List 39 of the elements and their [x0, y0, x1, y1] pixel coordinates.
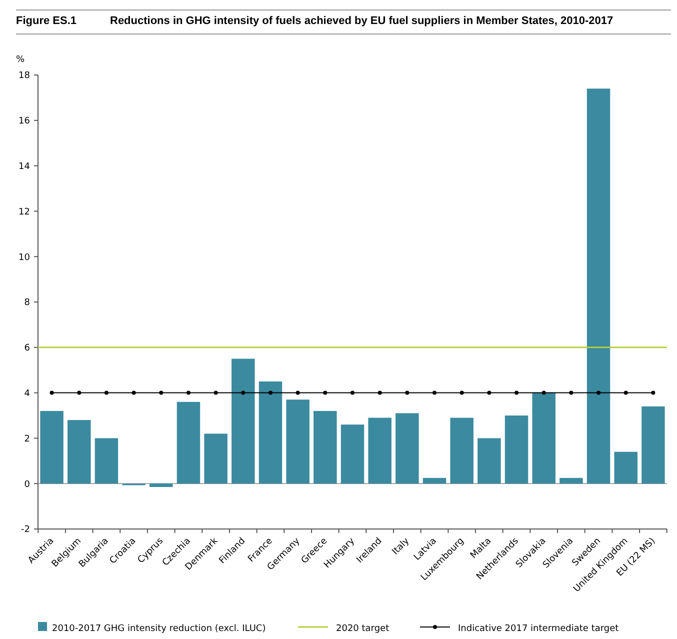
y-tick-label: 16	[18, 116, 30, 127]
bar	[176, 402, 200, 484]
bar	[368, 418, 392, 484]
bar	[286, 400, 310, 484]
y-tick-label: 8	[24, 298, 30, 308]
bar	[422, 478, 446, 484]
legend-label: 2010-2017 GHG intensity reduction (excl. ILUC)	[52, 624, 266, 634]
bar	[314, 410, 337, 484]
y-tick-label: 0	[24, 480, 30, 490]
chart-subtitle: Reductions in GHG intensity of fuels achieved by EU fuel suppliers in Member States, 2010-2017	[110, 15, 614, 27]
y-tick-label: 6	[24, 344, 30, 354]
bar	[40, 410, 64, 484]
bar	[94, 438, 118, 484]
bar	[150, 484, 173, 488]
bar	[532, 392, 556, 484]
y-axis-title: %	[16, 55, 25, 65]
y-tick-label: -2	[21, 525, 30, 536]
bar	[204, 434, 228, 484]
bar	[232, 358, 255, 484]
y-tick-label: 2	[24, 434, 30, 444]
chart-title: Figure ES.1	[16, 15, 77, 27]
bar	[68, 420, 91, 484]
bar	[478, 438, 501, 484]
bar	[450, 418, 474, 484]
y-tick-label: 14	[18, 162, 30, 172]
bar	[340, 424, 364, 484]
legend-label: 2020 target	[336, 624, 390, 634]
bar	[396, 413, 419, 484]
bar	[258, 381, 282, 484]
y-tick-label: 10	[18, 252, 30, 263]
bar	[504, 416, 528, 484]
y-tick-label: 4	[24, 388, 30, 399]
y-tick-label: 12	[18, 207, 30, 218]
bar	[614, 452, 638, 484]
y-tick-label: 18	[18, 71, 30, 82]
bar	[642, 406, 665, 484]
bar	[560, 478, 583, 484]
bar	[586, 88, 610, 484]
legend-label: Indicative 2017 intermediate target	[458, 624, 620, 634]
